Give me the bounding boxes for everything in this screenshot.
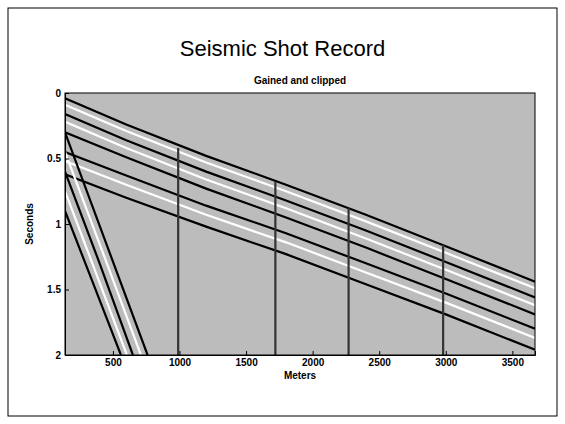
y-tick-label: 1 <box>55 219 61 230</box>
event-line <box>65 132 148 355</box>
y-tick-mark <box>65 93 69 94</box>
x-tick-label: 2000 <box>302 357 325 368</box>
y-axis-title: Seconds <box>24 203 35 245</box>
y-tick-mark <box>65 224 69 225</box>
event-line <box>65 114 535 297</box>
event-line <box>65 152 141 355</box>
x-axis-line <box>66 351 536 356</box>
x-tick: 2000 <box>302 351 325 368</box>
x-tick: 3500 <box>502 351 525 368</box>
x-tick-label: 3000 <box>435 357 458 368</box>
subtitle: Gained and clipped <box>254 75 346 86</box>
y-tick-mark <box>65 290 69 291</box>
event-line <box>65 132 535 314</box>
x-tick-mark <box>246 351 247 355</box>
x-tick-label: 500 <box>105 357 122 368</box>
plot-frame <box>65 93 535 355</box>
event-line <box>65 161 535 338</box>
y-tick: 1.5 <box>47 284 69 295</box>
y-axis: 0 0.5 1 1.5 2 <box>47 88 69 361</box>
x-tick-label: 2500 <box>369 357 392 368</box>
x-axis-title: Meters <box>284 370 317 381</box>
plot-area <box>65 98 535 355</box>
x-tick: 1000 <box>169 351 192 368</box>
x-tick-mark <box>512 351 513 355</box>
event-line <box>274 182 276 355</box>
x-tick: 2500 <box>369 351 392 368</box>
y-tick: 0 <box>55 88 69 99</box>
event-line <box>65 122 535 305</box>
event-line <box>65 98 535 281</box>
event-line <box>65 105 535 288</box>
event-line <box>177 148 179 355</box>
event-line <box>65 172 133 355</box>
y-tick-label: 0.5 <box>47 153 61 164</box>
event-line <box>442 245 444 355</box>
y-tick-label: 1.5 <box>47 284 61 295</box>
x-tick-mark <box>446 351 447 355</box>
event-line <box>65 211 121 355</box>
x-tick-mark <box>180 351 181 355</box>
x-tick: 3000 <box>435 351 458 368</box>
x-tick: 1500 <box>235 351 258 368</box>
y-tick-mark <box>65 355 69 356</box>
plot-background <box>65 93 535 355</box>
x-tick-label: 3500 <box>502 357 525 368</box>
x-tick-label: 1000 <box>169 357 192 368</box>
y-tick: 2 <box>55 350 69 361</box>
title: Seismic Shot Record <box>180 36 385 61</box>
slide-frame <box>8 8 557 416</box>
y-tick-label: 2 <box>55 350 61 361</box>
slide: Seismic Shot Record Gained and clipped 500… <box>0 0 565 424</box>
y-tick: 0.5 <box>47 153 69 164</box>
x-tick-mark <box>113 351 114 355</box>
event-line <box>65 191 127 355</box>
x-tick-mark <box>379 351 380 355</box>
y-tick-label: 0 <box>55 88 61 99</box>
x-tick: 500 <box>105 351 122 368</box>
x-tick-label: 1500 <box>235 357 258 368</box>
event-line <box>65 152 535 329</box>
event-line <box>347 208 349 355</box>
x-tick-mark <box>313 351 314 355</box>
y-axis-line <box>66 94 70 356</box>
x-axis: 500 1000 1500 2000 2500 3000 3500 <box>66 351 536 368</box>
y-tick-mark <box>65 159 69 160</box>
y-tick: 1 <box>55 219 69 230</box>
